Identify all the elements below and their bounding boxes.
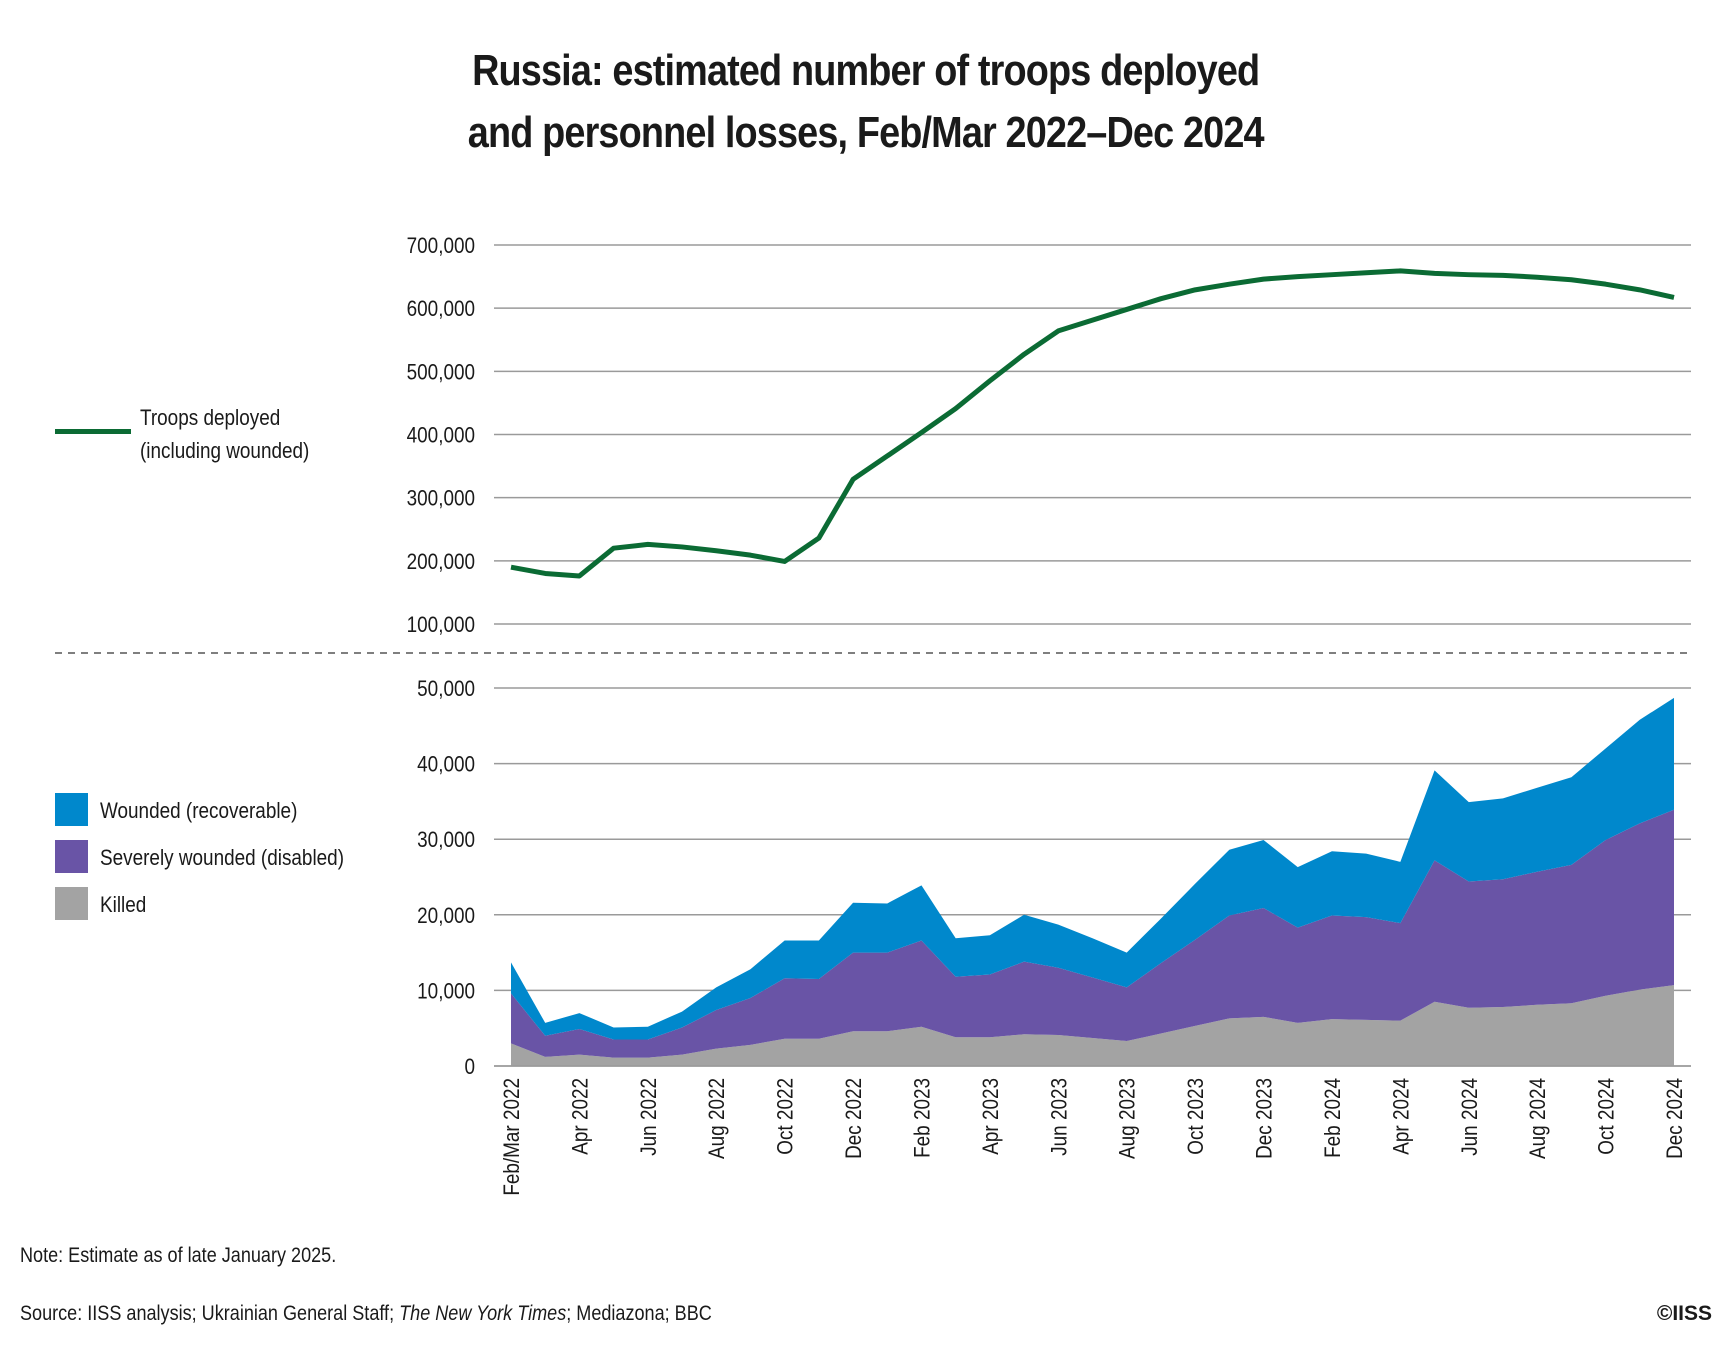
area-severely-wounded — [511, 809, 1674, 1058]
y-tick-label: 300,000 — [407, 486, 475, 511]
x-tick-label: Jun 2024 — [1457, 1078, 1482, 1156]
x-tick-label: Dec 2023 — [1252, 1078, 1277, 1159]
legend-swatch-severely — [55, 840, 88, 873]
note: Note: Estimate as of late January 2025. — [20, 1244, 337, 1267]
y-tick-label: 500,000 — [407, 360, 475, 385]
y-tick-label: 30,000 — [417, 828, 475, 853]
x-tick-label: Dec 2024 — [1663, 1078, 1688, 1159]
x-tick-label: Apr 2024 — [1389, 1078, 1414, 1155]
source: Source: IISS analysis; Ukrainian General… — [20, 1302, 712, 1326]
legend-label-troops-2: (including wounded) — [140, 438, 310, 463]
y-tick-label: 700,000 — [407, 234, 475, 259]
x-tick-label: Feb 2024 — [1321, 1078, 1346, 1158]
legend-line-troops — [55, 429, 131, 434]
y-tick-label: 100,000 — [407, 613, 475, 638]
x-tick-label: Apr 2023 — [979, 1078, 1004, 1155]
x-tick-label: Oct 2022 — [773, 1078, 798, 1155]
x-tick-label: Aug 2022 — [705, 1078, 730, 1159]
y-tick-label: 40,000 — [417, 752, 475, 777]
legend-swatch-wounded — [55, 793, 88, 826]
source-prefix: Source: IISS analysis; Ukrainian General… — [20, 1302, 400, 1325]
x-tick-label: Aug 2024 — [1526, 1078, 1551, 1159]
y-tick-label: 400,000 — [407, 423, 475, 448]
title-line-2: and personnel losses, Feb/Mar 2022–Dec 2… — [468, 108, 1265, 157]
x-tick-label: Feb 2023 — [910, 1078, 935, 1158]
y-tick-label: 600,000 — [407, 297, 475, 322]
source-italic: The New York Times — [399, 1302, 567, 1325]
title-line-1: Russia: estimated number of troops deplo… — [472, 46, 1260, 95]
legend-label-killed: Killed — [100, 892, 147, 917]
legend-swatch-killed — [55, 887, 88, 920]
y-tick-label: 10,000 — [417, 979, 475, 1004]
source-suffix: ; Mediazona; BBC — [566, 1302, 712, 1325]
copyright: ©IISS — [1656, 1302, 1712, 1325]
x-tick-label: Dec 2022 — [842, 1078, 867, 1159]
x-tick-label: Oct 2024 — [1594, 1078, 1619, 1155]
y-tick-label: 50,000 — [417, 677, 475, 702]
x-tick-label: Jun 2023 — [1047, 1078, 1072, 1156]
x-tick-label: Feb/Mar 2022 — [500, 1078, 525, 1196]
legend-label-wounded: Wounded (recoverable) — [100, 798, 298, 823]
area-killed — [511, 985, 1674, 1066]
x-tick-label: Aug 2023 — [1115, 1078, 1140, 1159]
legend-label-severely: Severely wounded (disabled) — [100, 845, 345, 870]
y-tick-label: 200,000 — [407, 550, 475, 575]
x-tick-label: Jun 2022 — [637, 1078, 662, 1156]
troops-line — [510, 268, 1675, 579]
x-tick-label: Apr 2022 — [568, 1078, 593, 1155]
x-tick-label: Oct 2023 — [1184, 1078, 1209, 1155]
area-wounded — [511, 697, 1674, 1040]
y-tick-label: 20,000 — [417, 903, 475, 928]
y-tick-label: 0 — [464, 1055, 475, 1080]
chart-title: Russia: estimated number of troops deplo… — [0, 40, 1732, 164]
legend-label-troops-1: Troops deployed — [140, 405, 281, 430]
